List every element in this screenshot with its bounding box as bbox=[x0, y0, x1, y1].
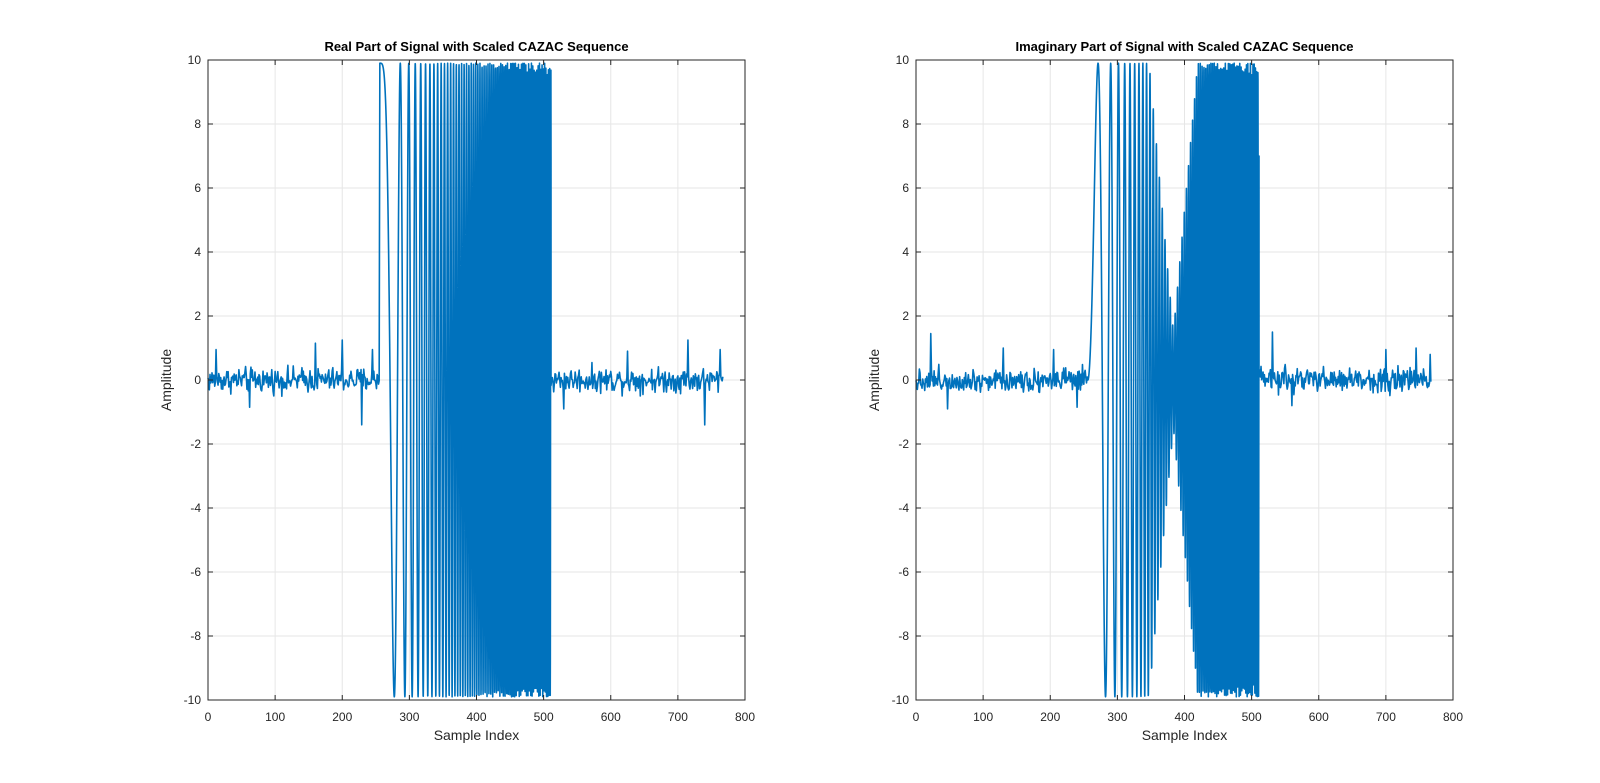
y-tick-label: -8 bbox=[898, 629, 909, 643]
y-tick-label: 2 bbox=[194, 309, 201, 323]
signal-line-imag bbox=[915, 62, 1432, 698]
signal-series-line bbox=[915, 62, 1432, 698]
y-tick-label: -6 bbox=[190, 565, 201, 579]
x-tick-label: 500 bbox=[534, 710, 554, 724]
x-axis-label-imag: Sample Index bbox=[1142, 727, 1228, 743]
x-tick-label: 100 bbox=[973, 710, 993, 724]
y-tick-label: -10 bbox=[892, 693, 910, 707]
x-tick-label: 300 bbox=[1107, 710, 1127, 724]
x-tick-label: 400 bbox=[1174, 710, 1194, 724]
y-axis-label-real: Amplitude bbox=[158, 349, 174, 411]
y-tick-label: 8 bbox=[902, 117, 909, 131]
y-tick-label: -6 bbox=[898, 565, 909, 579]
ticks-imag: 0 100 200 300 400 500 600 700 800 -10 -8 -6 -4 -2 0 2 4 6… bbox=[892, 53, 1464, 724]
x-tick-label: 700 bbox=[1376, 710, 1396, 724]
y-tick-label: 10 bbox=[896, 53, 910, 67]
y-tick-label: 2 bbox=[902, 309, 909, 323]
x-tick-label: 800 bbox=[735, 710, 755, 724]
x-axis-label-real: Sample Index bbox=[434, 727, 520, 743]
chart-title-imag: Imaginary Part of Signal with Scaled CAZ… bbox=[1015, 39, 1353, 54]
y-tick-label: 0 bbox=[194, 373, 201, 387]
y-tick-label: -4 bbox=[190, 501, 201, 515]
x-tick-label: 200 bbox=[1040, 710, 1060, 724]
y-tick-label: -10 bbox=[184, 693, 202, 707]
y-tick-label: -8 bbox=[190, 629, 201, 643]
x-tick-label: 200 bbox=[332, 710, 352, 724]
y-tick-label: 10 bbox=[188, 53, 202, 67]
y-tick-label: -4 bbox=[898, 501, 909, 515]
y-tick-label: 0 bbox=[902, 373, 909, 387]
y-tick-label: 4 bbox=[902, 245, 909, 259]
axes-real-part: 0 100 200 300 400 500 600 700 800 -10 -8 -6 -4 -2 0 2 4 6… bbox=[158, 39, 755, 743]
signal-line-real bbox=[207, 62, 724, 698]
y-tick-label: 8 bbox=[194, 117, 201, 131]
y-tick-label: -2 bbox=[898, 437, 909, 451]
x-tick-label: 0 bbox=[913, 710, 920, 724]
x-tick-label: 500 bbox=[1242, 710, 1262, 724]
y-tick-label: -2 bbox=[190, 437, 201, 451]
y-axis-label-imag: Amplitude bbox=[866, 349, 882, 411]
y-tick-label: 4 bbox=[194, 245, 201, 259]
x-tick-label: 700 bbox=[668, 710, 688, 724]
x-tick-label: 400 bbox=[466, 710, 486, 724]
x-tick-label: 100 bbox=[265, 710, 285, 724]
x-tick-label: 600 bbox=[1309, 710, 1329, 724]
axes-imaginary-part: 0 100 200 300 400 500 600 700 800 -10 -8 -6 -4 -2 0 2 4 6… bbox=[866, 39, 1463, 743]
ticks-real: 0 100 200 300 400 500 600 700 800 -10 -8 -6 -4 -2 0 2 4 6… bbox=[184, 53, 756, 724]
chart-title-real: Real Part of Signal with Scaled CAZAC Se… bbox=[324, 39, 628, 54]
y-tick-label: 6 bbox=[194, 181, 201, 195]
x-tick-label: 600 bbox=[601, 710, 621, 724]
x-tick-label: 0 bbox=[205, 710, 212, 724]
x-tick-label: 800 bbox=[1443, 710, 1463, 724]
x-tick-label: 300 bbox=[399, 710, 419, 724]
signal-series-line bbox=[207, 62, 724, 698]
y-tick-label: 6 bbox=[902, 181, 909, 195]
